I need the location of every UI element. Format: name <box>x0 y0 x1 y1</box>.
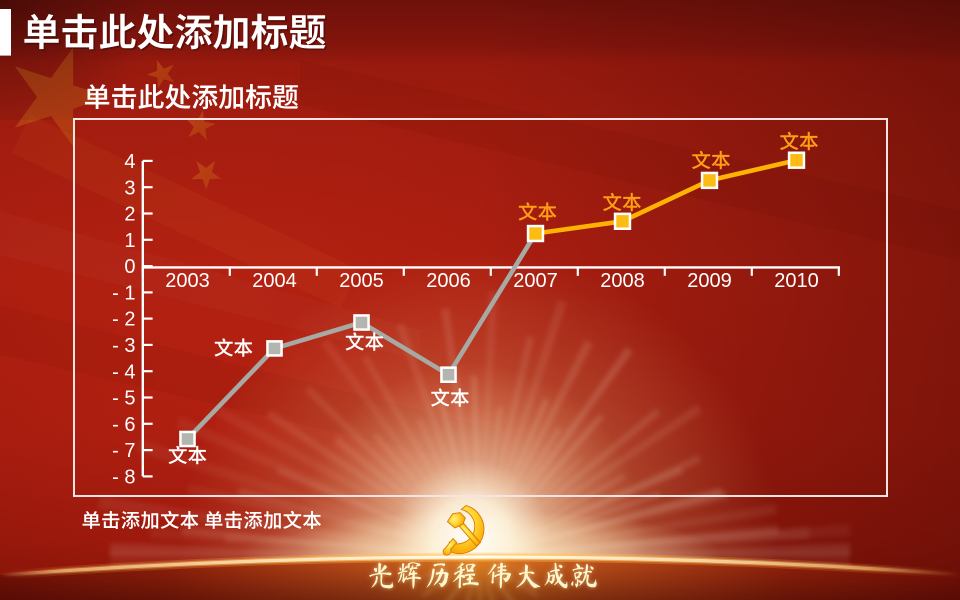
svg-text:0: 0 <box>124 256 135 278</box>
svg-text:2005: 2005 <box>339 270 384 292</box>
svg-text:- 3: - 3 <box>112 335 135 357</box>
svg-text:2: 2 <box>124 204 135 226</box>
svg-text:- 7: - 7 <box>112 440 135 462</box>
svg-text:- 1: - 1 <box>112 283 135 305</box>
svg-text:2009: 2009 <box>687 270 732 292</box>
svg-text:- 4: - 4 <box>112 361 135 383</box>
svg-text:- 2: - 2 <box>112 309 135 331</box>
svg-text:- 8: - 8 <box>112 467 135 489</box>
svg-text:2008: 2008 <box>600 270 645 292</box>
svg-text:3: 3 <box>124 177 135 199</box>
svg-text:- 5: - 5 <box>112 388 135 410</box>
svg-text:2003: 2003 <box>165 270 210 292</box>
svg-text:4: 4 <box>124 151 135 173</box>
svg-text:2004: 2004 <box>252 270 297 292</box>
svg-text:2007: 2007 <box>513 270 558 292</box>
svg-text:- 6: - 6 <box>112 414 135 436</box>
svg-text:1: 1 <box>124 230 135 252</box>
svg-text:2010: 2010 <box>774 270 819 292</box>
svg-text:2006: 2006 <box>426 270 471 292</box>
